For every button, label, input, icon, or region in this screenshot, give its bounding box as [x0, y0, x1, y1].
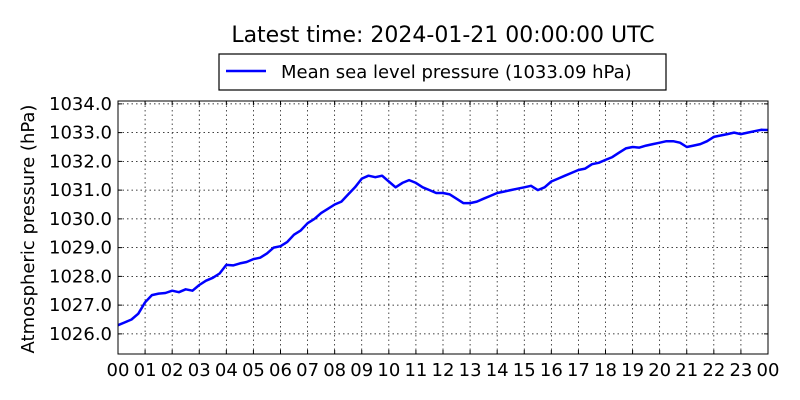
series-line-mean-sea-level-pressure	[117, 128, 769, 327]
legend-box	[218, 53, 667, 91]
x-tick-label: 18	[594, 360, 617, 381]
y-tick-label: 1029.0	[49, 238, 112, 259]
legend-label: Mean sea level pressure (1033.09 hPa)	[281, 62, 632, 83]
grid-lines	[118, 101, 768, 354]
x-tick-label: 12	[432, 360, 455, 381]
chart-title: Latest time: 2024-01-21 00:00:00 UTC	[231, 23, 654, 48]
x-tick-label: 09	[350, 360, 373, 381]
x-tick-label: 10	[377, 360, 400, 381]
x-tick-label: 07	[296, 360, 319, 381]
x-tick-label: 08	[323, 360, 346, 381]
y-tick-label: 1027.0	[49, 295, 112, 316]
axis-ticks: 00 01 02 03 04 05 06 07 08 09 10 11 12 13 14 15 16 17 18 19…	[49, 94, 779, 381]
x-tick-label: 05	[242, 360, 265, 381]
y-tick-label: 1026.0	[49, 324, 112, 345]
x-tick-label: 11	[404, 360, 427, 381]
y-tick-label: 1031.0	[49, 180, 112, 201]
y-tick-label: 1034.0	[49, 94, 112, 115]
x-tick-label: 17	[567, 360, 590, 381]
x-tick-label: 22	[702, 360, 725, 381]
x-tick-label: 02	[161, 360, 184, 381]
plot-frame	[117, 100, 769, 355]
x-tick-label: 14	[486, 360, 509, 381]
x-tick-label: 03	[188, 360, 211, 381]
x-tick-label: 20	[648, 360, 671, 381]
y-tick-label: 1033.0	[49, 123, 112, 144]
x-tick-label: 23	[729, 360, 752, 381]
x-tick-label: 16	[540, 360, 563, 381]
series-lines	[117, 128, 769, 327]
y-tick-label: 1028.0	[49, 266, 112, 287]
y-axis-label: Atmospheric pressure (hPa)	[18, 105, 39, 354]
x-tick-label: 00	[107, 360, 130, 381]
legend: Mean sea level pressure (1033.09 hPa)	[218, 53, 667, 91]
x-tick-label: 06	[269, 360, 292, 381]
x-tick-label: 00	[757, 360, 780, 381]
x-tick-label: 15	[513, 360, 536, 381]
x-tick-label: 01	[134, 360, 157, 381]
x-tick-label: 21	[675, 360, 698, 381]
x-tick-label: 19	[621, 360, 644, 381]
y-tick-label: 1030.0	[49, 209, 112, 230]
x-tick-label: 13	[459, 360, 482, 381]
y-tick-label: 1032.0	[49, 151, 112, 172]
x-tick-label: 04	[215, 360, 238, 381]
